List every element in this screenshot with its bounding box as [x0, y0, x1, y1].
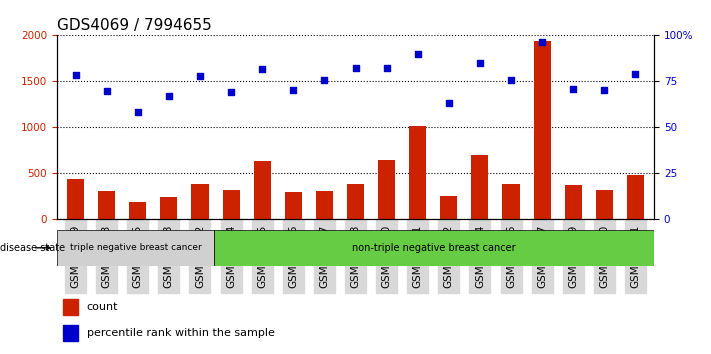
Bar	[67, 179, 84, 219]
Point	[567, 86, 579, 92]
Text: GDS4069 / 7994655: GDS4069 / 7994655	[57, 18, 212, 33]
Bar	[284, 192, 302, 219]
Bar	[627, 175, 644, 219]
Point	[194, 74, 205, 79]
Bar	[378, 160, 395, 219]
Point	[474, 60, 486, 66]
Point	[599, 87, 610, 93]
Bar	[316, 192, 333, 219]
Bar	[63, 299, 77, 315]
FancyBboxPatch shape	[57, 230, 214, 266]
Bar	[254, 161, 271, 219]
Point	[630, 71, 641, 76]
Text: percentile rank within the sample: percentile rank within the sample	[87, 327, 274, 338]
Point	[257, 66, 268, 72]
Text: count: count	[87, 302, 118, 312]
Bar	[191, 184, 208, 219]
Point	[225, 89, 237, 95]
Point	[132, 109, 144, 115]
Point	[70, 73, 81, 78]
Point	[412, 51, 424, 57]
Point	[506, 78, 517, 83]
Point	[537, 39, 548, 45]
Bar	[347, 184, 364, 219]
Text: disease state: disease state	[0, 243, 65, 253]
Bar	[409, 126, 427, 219]
Point	[319, 77, 330, 83]
Text: triple negative breast cancer: triple negative breast cancer	[70, 243, 201, 252]
Point	[287, 87, 299, 93]
Point	[443, 100, 454, 105]
Bar	[160, 198, 178, 219]
Bar	[471, 155, 488, 219]
Bar	[223, 189, 240, 219]
FancyBboxPatch shape	[214, 230, 654, 266]
Bar	[565, 184, 582, 219]
Bar	[98, 191, 115, 219]
Bar	[503, 184, 520, 219]
Bar	[440, 196, 457, 219]
Point	[101, 88, 112, 94]
Bar	[63, 325, 77, 341]
Point	[381, 65, 392, 70]
Point	[164, 93, 175, 98]
Bar	[596, 190, 613, 219]
Bar	[533, 41, 551, 219]
Text: non-triple negative breast cancer: non-triple negative breast cancer	[352, 243, 516, 253]
Point	[350, 65, 361, 70]
Bar	[129, 202, 146, 219]
